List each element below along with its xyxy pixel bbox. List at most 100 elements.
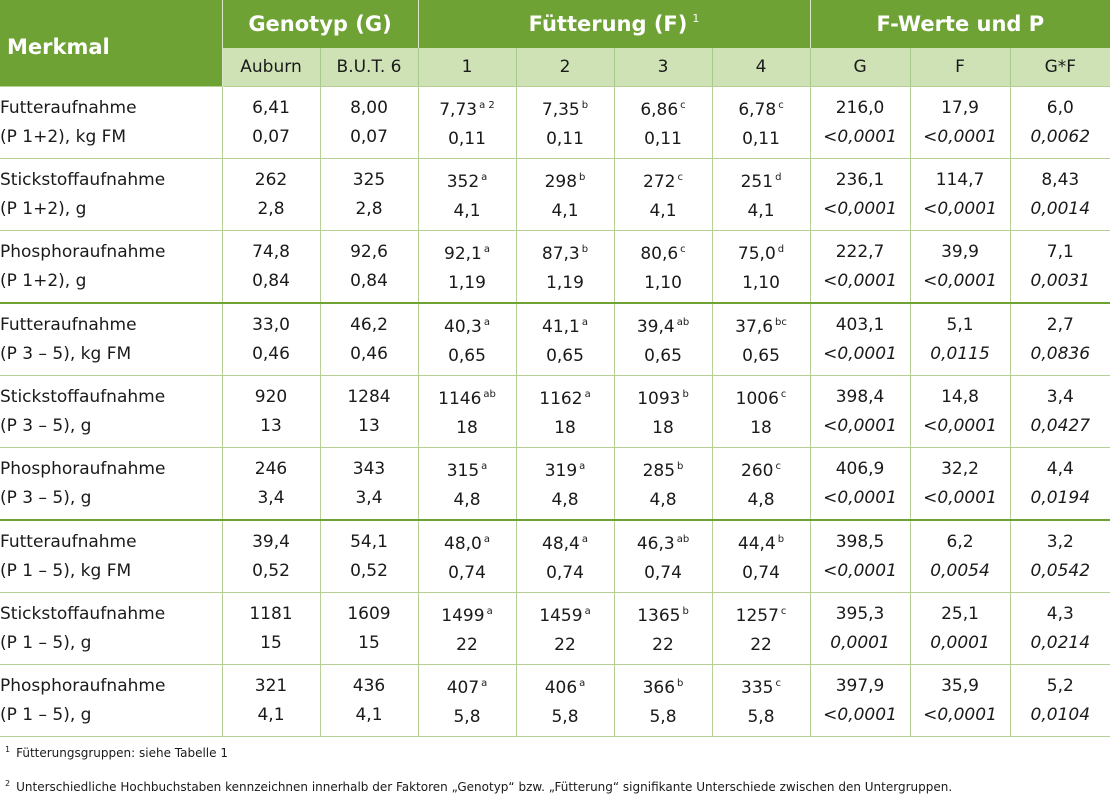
cell-mean-value: 39,4 xyxy=(636,317,675,337)
footnote-1: 1 Fütterungsgruppen: siehe Tabelle 1 xyxy=(5,742,1105,776)
cell-mean: 1006 c xyxy=(713,380,810,414)
cell-mean: 1459 a xyxy=(517,597,614,631)
cell-mean-value: 407 xyxy=(446,678,480,698)
cell-f-g: 406,9 <0,0001 xyxy=(810,447,911,520)
cell-mean-value: 366 xyxy=(642,678,676,698)
cell-mean: 3,4 xyxy=(1011,383,1110,412)
cell-sem: 4,1 xyxy=(747,201,775,221)
significance-letter: bc xyxy=(775,317,787,328)
cell-mean-value: 3,4 xyxy=(1046,386,1074,407)
cell-mean: 6,41 xyxy=(223,94,320,123)
significance-letter: a xyxy=(483,244,490,255)
cell-feeding-3: 6,86 c 0,11 xyxy=(614,86,713,159)
cell-mean-value: 17,9 xyxy=(941,97,979,118)
cell-mean-value: 92,6 xyxy=(350,241,388,262)
cell-mean: 8,00 xyxy=(321,94,418,123)
cell-mean: 1609 xyxy=(321,600,418,629)
cell-feeding-2: 298 b 4,1 xyxy=(516,158,615,231)
cell-p-value: 0,0427 xyxy=(1030,415,1091,436)
cell-sem: 5,8 xyxy=(551,707,579,727)
row-label-trait: Stickstoffaufnahme xyxy=(0,169,166,190)
cell-sem: 13 xyxy=(358,415,380,436)
cell-mean-value: 251 xyxy=(740,172,774,192)
cell-mean: 407 a xyxy=(419,669,516,703)
cell-auburn: 74,8 0,84 xyxy=(222,230,321,303)
cell-f-g: 398,4 <0,0001 xyxy=(810,375,911,448)
cell-feeding-2: 1162 a 18 xyxy=(516,375,615,448)
row-label-period: (P 1 – 5), g xyxy=(0,704,92,725)
cell-feeding-4: 75,0 d 1,10 xyxy=(712,230,811,303)
cell-mean: 39,4 xyxy=(223,528,320,557)
cell-mean: 48,4 a xyxy=(517,525,614,559)
row-label-trait: Phosphoraufnahme xyxy=(0,241,166,262)
header-merkmal: Merkmal xyxy=(0,0,223,87)
cell-mean-value: 39,9 xyxy=(941,241,979,262)
cell-mean-value: 80,6 xyxy=(640,244,679,264)
cell-mean-value: 92,1 xyxy=(444,244,482,264)
cell-mean: 6,0 xyxy=(1011,94,1110,123)
cell-sem: 0,52 xyxy=(350,560,388,581)
cell-feeding-3: 46,3 ab 0,74 xyxy=(614,519,713,593)
cell-sem: 18 xyxy=(750,418,772,438)
cell-mean-value: 74,8 xyxy=(252,241,290,262)
cell-but6: 46,2 0,46 xyxy=(320,302,419,376)
cell-mean-value: 406,9 xyxy=(835,458,885,479)
cell-p-value: 0,0836 xyxy=(1030,343,1091,364)
significance-letter: b xyxy=(581,244,589,255)
cell-feeding-2: 7,35 b 0,11 xyxy=(516,86,615,159)
row-label: Phosphoraufnahme (P 1+2), g xyxy=(0,230,223,303)
footnotes: 1 Fütterungsgruppen: siehe Tabelle 1 2 Unt… xyxy=(5,742,1105,810)
cell-mean-value: 4,4 xyxy=(1046,458,1074,479)
cell-mean: 40,3 a xyxy=(419,308,516,342)
cell-mean-value: 14,8 xyxy=(941,386,979,407)
cell-mean-value: 6,0 xyxy=(1046,97,1074,118)
cell-feeding-3: 366 b 5,8 xyxy=(614,664,713,737)
cell-mean-value: 319 xyxy=(544,461,578,481)
cell-sem: 0,11 xyxy=(448,129,486,149)
significance-letter: a xyxy=(584,606,591,617)
cell-mean-value: 298 xyxy=(544,172,578,192)
cell-feeding-4: 1257 c 22 xyxy=(712,592,811,665)
cell-mean: 92,6 xyxy=(321,238,418,267)
cell-auburn: 39,4 0,52 xyxy=(222,519,321,593)
cell-mean: 4,4 xyxy=(1011,455,1110,484)
cell-mean: 7,73 a 2 xyxy=(419,91,516,125)
cell-f-gxf: 4,4 0,0194 xyxy=(1010,447,1110,520)
cell-mean-value: 343 xyxy=(352,458,386,479)
cell-mean: 1181 xyxy=(223,600,320,629)
cell-sem: 0,46 xyxy=(252,343,290,364)
subheader-but6: B.U.T. 6 xyxy=(320,48,419,87)
cell-mean: 4,3 xyxy=(1011,600,1110,629)
row-label-period: (P 1+2), kg FM xyxy=(0,126,127,147)
significance-letter: c xyxy=(677,172,683,183)
cell-f-g: 397,9 <0,0001 xyxy=(810,664,911,737)
cell-p-value: 0,0062 xyxy=(1030,126,1091,147)
cell-p-value: 0,0104 xyxy=(1030,704,1091,725)
cell-sem: 13 xyxy=(260,415,282,436)
cell-f-f: 6,2 0,0054 xyxy=(910,519,1011,593)
cell-p-value: <0,0001 xyxy=(923,270,997,291)
cell-feeding-1: 407 a 5,8 xyxy=(418,664,517,737)
cell-mean: 39,4 ab xyxy=(615,308,712,342)
significance-letter: b xyxy=(581,100,589,111)
cell-mean-value: 406 xyxy=(544,678,578,698)
significance-letter: c xyxy=(775,461,781,472)
cell-mean-value: 1365 xyxy=(637,606,681,626)
row-label-trait: Futteraufnahme xyxy=(0,314,137,335)
cell-mean: 325 xyxy=(321,166,418,195)
cell-p-value: <0,0001 xyxy=(923,415,997,436)
cell-sem: 0,46 xyxy=(350,343,388,364)
cell-mean-value: 7,35 xyxy=(541,100,580,120)
footnote-2-text: Unterschiedliche Hochbuchstaben kennzeic… xyxy=(16,780,953,794)
row-label: Phosphoraufnahme (P 1 – 5), g xyxy=(0,664,223,737)
cell-mean-value: 398,4 xyxy=(835,386,885,407)
cell-sem: 2,8 xyxy=(257,198,285,219)
cell-mean: 398,5 xyxy=(811,528,910,557)
cell-sem: 0,74 xyxy=(448,563,486,583)
table-row: Phosphoraufnahme (P 1 – 5), g 321 4,1 436 4,1… xyxy=(0,664,1110,737)
significance-letter: a xyxy=(581,534,588,545)
cell-feeding-2: 48,4 a 0,74 xyxy=(516,519,615,593)
cell-mean-value: 397,9 xyxy=(835,675,885,696)
significance-letter: b xyxy=(777,534,785,545)
cell-mean-value: 5,2 xyxy=(1046,675,1074,696)
